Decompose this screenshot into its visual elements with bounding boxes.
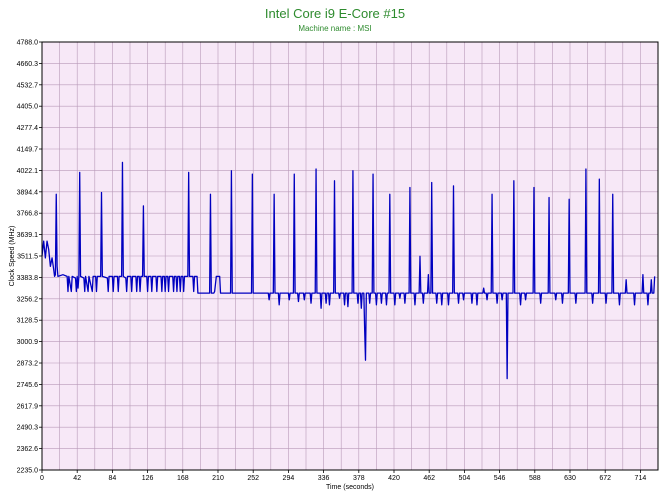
- y-tick-label: 2873.2: [17, 361, 39, 368]
- x-tick-label: 84: [109, 475, 117, 482]
- x-tick-label: 630: [564, 475, 576, 482]
- x-axis-ticks: 0 42 84 126 168 210 252 294 336 378 420 462 504 546 58…: [40, 470, 646, 482]
- x-tick-label: 672: [599, 475, 611, 482]
- chart-title: Intel Core i9 E-Core #15: [264, 6, 406, 21]
- y-tick-label: 2617.9: [17, 403, 39, 410]
- y-axis-label: Clock Speed (MHz): [9, 226, 16, 287]
- y-tick-label: 4022.1: [17, 168, 39, 175]
- y-tick-label: 4405.0: [17, 104, 39, 111]
- x-tick-label: 42: [73, 475, 81, 482]
- x-tick-label: 420: [388, 475, 400, 482]
- x-tick-label: 504: [459, 475, 471, 482]
- y-tick-label: 3128.5: [17, 318, 39, 325]
- y-tick-label: 4532.7: [17, 82, 39, 89]
- x-tick-label: 336: [318, 475, 330, 482]
- x-tick-label: 294: [283, 475, 295, 482]
- y-tick-label: 3256.2: [17, 296, 39, 303]
- x-tick-label: 462: [423, 475, 435, 482]
- chart-subtitle: Machine name : MSI: [298, 24, 372, 33]
- x-tick-label: 546: [494, 475, 506, 482]
- y-tick-label: 4149.7: [17, 147, 39, 154]
- x-tick-label: 252: [247, 475, 259, 482]
- y-tick-label: 4277.4: [17, 125, 39, 132]
- y-tick-label: 2745.6: [17, 382, 39, 389]
- x-axis-label: Time (seconds): [326, 484, 374, 491]
- series-line: [41, 161, 656, 380]
- x-tick-label: 210: [212, 475, 224, 482]
- y-tick-label: 4788.0: [17, 40, 39, 47]
- y-tick-label: 3894.4: [17, 189, 39, 196]
- y-tick-label: 3766.8: [17, 211, 39, 218]
- y-tick-label: 2235.0: [17, 468, 39, 475]
- x-tick-label: 378: [353, 475, 365, 482]
- y-axis-ticks: 2235.0 2362.6 2490.3 2617.9 2745.6 2873.2 3000…: [17, 40, 42, 475]
- y-tick-label: 3383.8: [17, 275, 39, 282]
- x-tick-label: 126: [142, 475, 154, 482]
- x-tick-label: 0: [40, 475, 44, 482]
- grid-lines: [42, 41, 658, 471]
- y-tick-label: 2490.3: [17, 425, 39, 432]
- x-tick-label: 714: [635, 475, 647, 482]
- x-tick-label: 168: [177, 475, 189, 482]
- y-tick-label: 3639.1: [17, 232, 39, 239]
- plot-border: [41, 41, 659, 471]
- x-tick-label: 588: [529, 475, 541, 482]
- y-tick-label: 3000.9: [17, 339, 39, 346]
- y-tick-label: 4660.3: [17, 61, 39, 68]
- y-tick-label: 2362.6: [17, 446, 39, 453]
- y-tick-label: 3511.5: [17, 254, 38, 261]
